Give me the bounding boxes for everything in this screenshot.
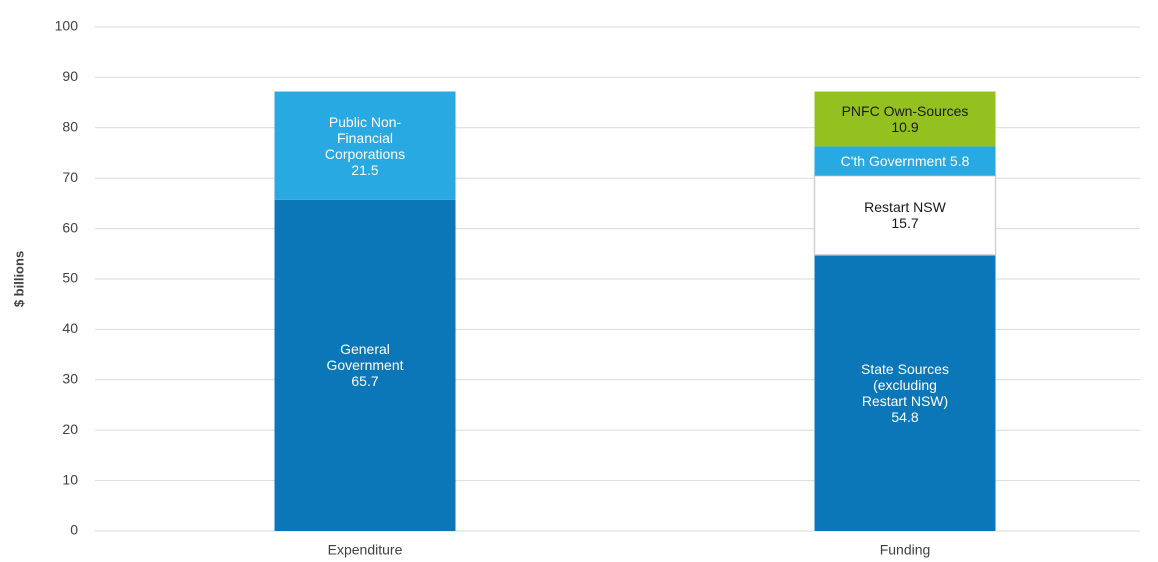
y-tick-label: 80 — [62, 119, 78, 135]
segment-label: C'th Government 5.8 — [815, 146, 996, 175]
segment-label: State Sources (excluding Restart NSW) 54.… — [815, 255, 996, 531]
segment-value: 15.7 — [891, 215, 919, 232]
y-tick-label: 40 — [62, 320, 78, 336]
segment-name: General Government — [326, 341, 404, 374]
y-tick-label: 50 — [62, 270, 78, 286]
segment-label-text: Public Non-Financial Corporations 21.5 — [275, 114, 456, 178]
segment-value: 65.7 — [351, 373, 379, 390]
x-tick-label: Expenditure — [328, 542, 403, 558]
y-axis-label: $ billions — [11, 251, 26, 307]
y-tick-label: 20 — [62, 421, 78, 437]
segment-value: 5.8 — [949, 153, 970, 170]
bar-segment — [814, 91, 996, 147]
segment-label-box: C'th Government 5.8 — [815, 146, 996, 175]
segment-label: PNFC Own-Sources 10.9 — [815, 92, 996, 147]
bar-segment — [814, 146, 996, 176]
segment-value: 54.8 — [891, 408, 919, 425]
segment-name: State Sources (excluding Restart NSW) — [861, 360, 949, 409]
y-tick-label: 10 — [62, 471, 78, 487]
segment-label: Public Non-Financial Corporations 21.5 — [275, 92, 456, 200]
bar-segment — [813, 174, 997, 256]
segment-name: Public Non-Financial Corporations — [324, 113, 406, 162]
segment-label: General Government 65.7 — [275, 200, 456, 531]
segment-value: 21.5 — [351, 161, 379, 178]
segment-label-text: Restart NSW 15.7 — [815, 199, 996, 231]
segment-label-text: General Government 65.7 — [275, 341, 456, 389]
y-tick-label: 100 — [55, 18, 79, 34]
x-tick-label: Funding — [880, 542, 931, 558]
y-tick-label: 30 — [62, 371, 78, 387]
segment-label-box: State Sources (excluding Restart NSW)54.… — [815, 255, 996, 531]
segment-label-text: State Sources (excluding Restart NSW) 54.… — [815, 361, 996, 425]
y-tick-label: 0 — [70, 522, 78, 538]
bar-segment — [274, 199, 456, 531]
segment-label: Restart NSW 15.7 — [815, 176, 996, 255]
segment-name: C'th Government — [840, 153, 947, 170]
segment-value: 10.9 — [891, 118, 919, 135]
y-tick-label: 60 — [62, 219, 78, 235]
segment-name: Restart NSW — [864, 199, 946, 216]
y-tick-label: 90 — [62, 68, 78, 84]
segment-label-text: PNFC Own-Sources 10.9 — [815, 103, 996, 135]
segment-label-text: C'th Government 5.8 — [815, 153, 996, 169]
bar-segment — [274, 91, 456, 200]
y-tick-label: 70 — [62, 169, 78, 185]
segment-name: PNFC Own-Sources — [841, 102, 969, 119]
bar-segment — [814, 254, 996, 532]
